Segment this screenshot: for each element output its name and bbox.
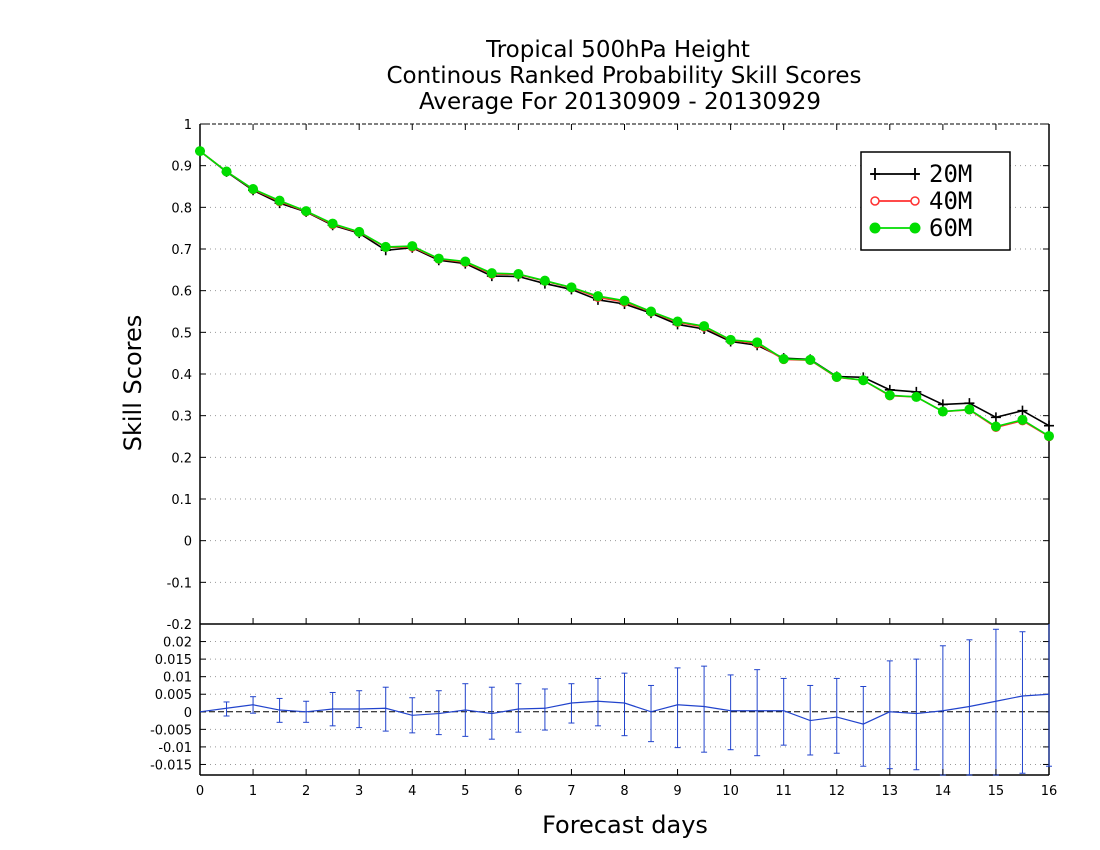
- legend-label-20M: 20M: [929, 160, 972, 188]
- x-tick-label: 7: [567, 784, 575, 799]
- legend-marker-40M: [870, 196, 880, 206]
- point-60M: [1044, 431, 1054, 442]
- point-20M: [1044, 420, 1054, 431]
- point-60M: [380, 241, 391, 252]
- point-60M: [354, 226, 365, 237]
- point-60M: [1017, 414, 1028, 425]
- difference-panel: -0.015 -0.01 -0.005 0 0.005 0.01 0.015 0.02: [150, 623, 1052, 776]
- title-line-2: Continous Ranked Probability Skill Score…: [386, 63, 861, 89]
- title-line-1: Tropical 500hPa Height: [485, 37, 750, 63]
- point-60M: [248, 184, 259, 194]
- legend-marker-60M: [869, 222, 881, 234]
- point-60M: [539, 275, 550, 286]
- x-tick-label: 12: [828, 784, 845, 799]
- x-tick-label: 13: [882, 784, 899, 799]
- y-tick-label: 0: [184, 535, 192, 550]
- x-axis: 0 1 2 3 4 5 6 7 8 9 10 11 12 13 14 15 16: [196, 769, 1057, 799]
- title-line-3: Average For 20130909 - 20130929: [419, 89, 821, 115]
- x-tick-label: 6: [514, 784, 522, 799]
- y-tick-label: -0.1: [167, 576, 192, 591]
- x-tick-label: 10: [722, 784, 739, 799]
- point-60M: [752, 337, 763, 348]
- x-tick-label: 11: [775, 784, 792, 799]
- y-tick-label: 0.1: [171, 493, 192, 508]
- x-tick-label: 1: [249, 784, 257, 799]
- y-tick-label: -0.01: [158, 741, 192, 756]
- y-tick-label: -0.015: [150, 758, 192, 773]
- point-60M: [566, 282, 577, 293]
- point-60M: [725, 334, 736, 345]
- y-tick-label: 0.3: [171, 410, 192, 425]
- y-axis-title: Skill Scores: [119, 315, 147, 452]
- y-tick-label: 0.8: [171, 201, 192, 216]
- chart-title: Tropical 500hPa Height Continous Ranked …: [386, 37, 861, 115]
- point-60M: [911, 391, 922, 402]
- legend-label-60M: 60M: [929, 214, 972, 242]
- point-60M: [486, 268, 497, 279]
- y-tick-label: 0.5: [171, 326, 192, 341]
- x-tick-label: 16: [1041, 784, 1058, 799]
- point-60M: [805, 354, 816, 365]
- point-20M: [990, 412, 1001, 423]
- point-60M: [619, 295, 630, 306]
- y-tick-label: 0.015: [155, 653, 192, 668]
- y-tick-label: 0.2: [171, 451, 192, 466]
- y-tick-label: 0.005: [155, 688, 192, 703]
- point-60M: [937, 406, 948, 417]
- x-tick-label: 14: [935, 784, 952, 799]
- point-60M: [831, 371, 842, 382]
- point-60M: [221, 166, 232, 177]
- point-60M: [274, 195, 285, 206]
- y-tick-label: 0.02: [163, 636, 192, 651]
- point-60M: [884, 390, 895, 401]
- point-60M: [327, 218, 338, 229]
- x-tick-label: 4: [408, 784, 416, 799]
- point-60M: [778, 354, 789, 364]
- y-tick-label: -0.2: [167, 618, 192, 633]
- x-tick-label: 15: [988, 784, 1005, 799]
- point-60M: [433, 253, 444, 264]
- x-tick-label: 2: [302, 784, 310, 799]
- point-60M: [407, 241, 418, 252]
- x-tick-label: 9: [673, 784, 681, 799]
- y-tick-label: 1: [184, 118, 192, 133]
- skill-score-panel: -0.2 -0.1 0 0.1 0.2 0.3 0.4 0.5 0.6 0.7 0.8 0.9 1: [167, 118, 1054, 633]
- x-axis-title: Forecast days: [542, 811, 708, 839]
- point-60M: [964, 404, 975, 415]
- point-60M: [990, 421, 1001, 432]
- point-20M: [1017, 405, 1028, 416]
- point-60M: [195, 146, 205, 157]
- x-tick-label: 5: [461, 784, 469, 799]
- point-60M: [672, 316, 683, 327]
- y-tick-label: 0.01: [163, 671, 192, 686]
- y-tick-label: 0.9: [171, 160, 192, 175]
- x-tick-label: 8: [620, 784, 628, 799]
- legend-marker-20M: [910, 168, 920, 180]
- point-60M: [460, 256, 471, 267]
- y-tick-label: 0: [184, 706, 192, 721]
- point-60M: [301, 206, 312, 217]
- point-60M: [513, 269, 524, 279]
- x-tick-label: 0: [196, 784, 204, 799]
- point-60M: [699, 321, 710, 332]
- legend-marker-20M: [870, 168, 880, 180]
- legend-marker-40M: [910, 196, 920, 206]
- point-60M: [646, 306, 657, 317]
- point-60M: [592, 291, 603, 302]
- x-tick-label: 3: [355, 784, 363, 799]
- y-tick-label: 0.7: [171, 243, 192, 258]
- legend-marker-60M: [909, 222, 921, 234]
- point-60M: [858, 375, 869, 386]
- y-tick-label: -0.005: [150, 723, 192, 738]
- y-tick-label: 0.4: [171, 368, 192, 383]
- y-tick-label: 0.6: [171, 285, 192, 300]
- legend-label-40M: 40M: [929, 187, 972, 215]
